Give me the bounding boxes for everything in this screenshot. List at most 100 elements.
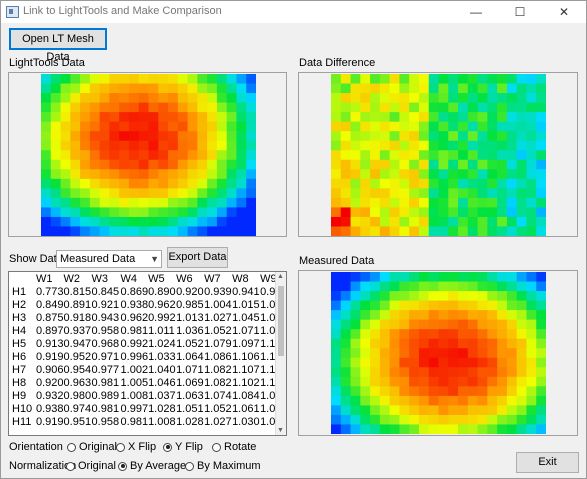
heatmap-cell	[399, 310, 410, 321]
orientation-rotate-radio[interactable]: Rotate	[212, 441, 256, 453]
heatmap-cell	[536, 216, 546, 228]
heatmap-cell	[506, 414, 518, 426]
heatmap-cell	[428, 83, 440, 94]
heatmap-cell	[360, 169, 371, 180]
scroll-up-icon[interactable]: ▲	[277, 273, 284, 280]
heatmap-cell	[497, 272, 508, 283]
heatmap-cell	[340, 159, 352, 170]
heatmap-cell	[428, 188, 440, 199]
heatmap-cell	[438, 216, 449, 228]
heatmap-cell	[331, 300, 342, 311]
heatmap-cell	[389, 348, 401, 359]
table-cell: 0.920	[176, 285, 204, 298]
heatmap-cell	[236, 131, 247, 142]
maximize-button[interactable]: ☐	[514, 5, 526, 19]
heatmap-cell	[350, 197, 361, 209]
heatmap-cell	[350, 281, 361, 292]
heatmap-cell	[207, 216, 218, 228]
table-row[interactable]: H2 0.849 0.891 0.921 0.938 0.962 0.985 1.004 1.0…	[9, 298, 282, 311]
table-row[interactable]: H10 0.938 0.974 0.981 0.997 1.028 1.051 1.052 1.…	[9, 402, 282, 415]
table-row[interactable]: H11 0.919 0.951 0.958 0.981 1.008 1.028 1.027 1.…	[9, 415, 282, 428]
heatmap-cell	[60, 188, 71, 199]
heatmap-cell	[399, 226, 410, 236]
heatmap-cell	[389, 310, 401, 321]
scroll-thumb[interactable]	[278, 286, 284, 356]
show-data-dropdown[interactable]: Measured Data ▼	[56, 250, 162, 268]
heatmap-cell	[158, 169, 169, 180]
heatmap-cell	[497, 405, 508, 416]
heatmap-cell	[438, 131, 449, 142]
heatmap-cell	[497, 395, 508, 407]
heatmap-cell	[360, 367, 371, 378]
heatmap-cell	[536, 226, 546, 236]
heatmap-cell	[477, 386, 488, 397]
heatmap-cell	[207, 112, 218, 123]
normalization-by-maximum-radio[interactable]: By Maximum	[185, 460, 261, 472]
heatmap-cell	[60, 178, 71, 189]
measured-data-grid[interactable]: W1 W2 W3 W4 W5 W6 W7 W8 W9 H1 0.773 0.815 0.845 0.869…	[8, 271, 287, 436]
table-row[interactable]: H6 0.919 0.952 0.971 0.996 1.033 1.064 1.086 1.1…	[9, 350, 282, 363]
heatmap-cell	[331, 216, 342, 228]
radio-label: X Flip	[128, 441, 157, 453]
heatmap-cell	[340, 140, 352, 151]
table-cell: 0.890	[148, 285, 176, 298]
heatmap-cell	[70, 93, 81, 104]
heatmap-cell	[458, 150, 469, 161]
heatmap-cell	[216, 150, 228, 161]
heatmap-cell	[389, 131, 401, 142]
table-row[interactable]: H4 0.897 0.937 0.958 0.981 1.011 1.036 1.052 1.0…	[9, 324, 282, 337]
heatmap-cell	[418, 74, 430, 85]
table-row[interactable]: H5 0.913 0.947 0.968 0.992 1.024 1.052 1.079 1.0…	[9, 337, 282, 350]
heatmap-cell	[418, 272, 430, 283]
open-lt-mesh-data-button[interactable]: Open LT Mesh Data	[9, 28, 107, 63]
heatmap-cell	[516, 319, 528, 330]
minimize-button[interactable]: —	[470, 5, 482, 19]
heatmap-cell	[350, 338, 361, 349]
heatmap-cell	[448, 319, 459, 330]
heatmap-cell	[428, 197, 440, 209]
heatmap-cell	[438, 83, 449, 94]
table-row[interactable]: H3 0.875 0.918 0.943 0.962 0.992 1.013 1.027 1.0…	[9, 311, 282, 324]
close-button[interactable]: ✕	[558, 5, 570, 19]
measured-data-label: Measured Data	[299, 255, 375, 267]
orientation-y-flip-radio[interactable]: Y Flip	[163, 441, 203, 453]
heatmap-cell	[216, 178, 228, 189]
heatmap-cell	[438, 367, 449, 378]
heatmap-cell	[226, 216, 238, 228]
heatmap-cell	[197, 226, 208, 236]
orientation-label: Orientation	[9, 441, 63, 453]
heatmap-cell	[428, 395, 440, 407]
heatmap-cell	[379, 348, 391, 359]
vertical-scrollbar[interactable]: ▲ ▼	[275, 272, 286, 435]
heatmap-cell	[379, 338, 391, 349]
heatmap-cell	[389, 300, 401, 311]
table-cell: 1.071	[176, 363, 204, 376]
heatmap-cell	[399, 424, 410, 434]
table-row[interactable]: H1 0.773 0.815 0.845 0.869 0.890 0.920 0.939 0.9…	[9, 285, 282, 298]
heatmap-cell	[226, 197, 238, 209]
normalization-original-radio[interactable]: Original	[66, 460, 116, 472]
table-cell: 0.849	[36, 298, 64, 311]
table-row[interactable]: H7 0.906 0.954 0.977 1.002 1.040 1.071 1.082 1.1…	[9, 363, 282, 376]
heatmap-cell	[99, 112, 111, 123]
orientation-x-flip-radio[interactable]: X Flip	[116, 441, 156, 453]
heatmap-cell	[370, 405, 381, 416]
table-row[interactable]: H8 0.920 0.963 0.981 1.005 1.046 1.069 1.082 1.1…	[9, 376, 282, 389]
heatmap-cell	[497, 281, 508, 292]
exit-button[interactable]: Exit	[516, 452, 579, 473]
heatmap-cell	[168, 188, 179, 199]
scroll-down-icon[interactable]: ▼	[277, 427, 284, 434]
normalization-by-average-radio[interactable]: By Average	[118, 460, 186, 472]
heatmap-cell	[138, 140, 150, 151]
heatmap-cell	[497, 93, 508, 104]
heatmap-cell	[138, 169, 150, 180]
table-cell: 1.027	[204, 415, 232, 428]
table-row[interactable]: H9 0.932 0.980 0.989 1.008 1.037 1.063 1.074 1.0…	[9, 389, 282, 402]
heatmap-cell	[360, 112, 371, 123]
heatmap-cell	[487, 300, 498, 311]
export-data-button[interactable]: Export Data	[167, 247, 228, 268]
orientation-original-radio[interactable]: Original	[67, 441, 117, 453]
heatmap-cell	[477, 178, 488, 189]
heatmap-cell	[89, 102, 101, 113]
heatmap-cell	[487, 226, 498, 236]
